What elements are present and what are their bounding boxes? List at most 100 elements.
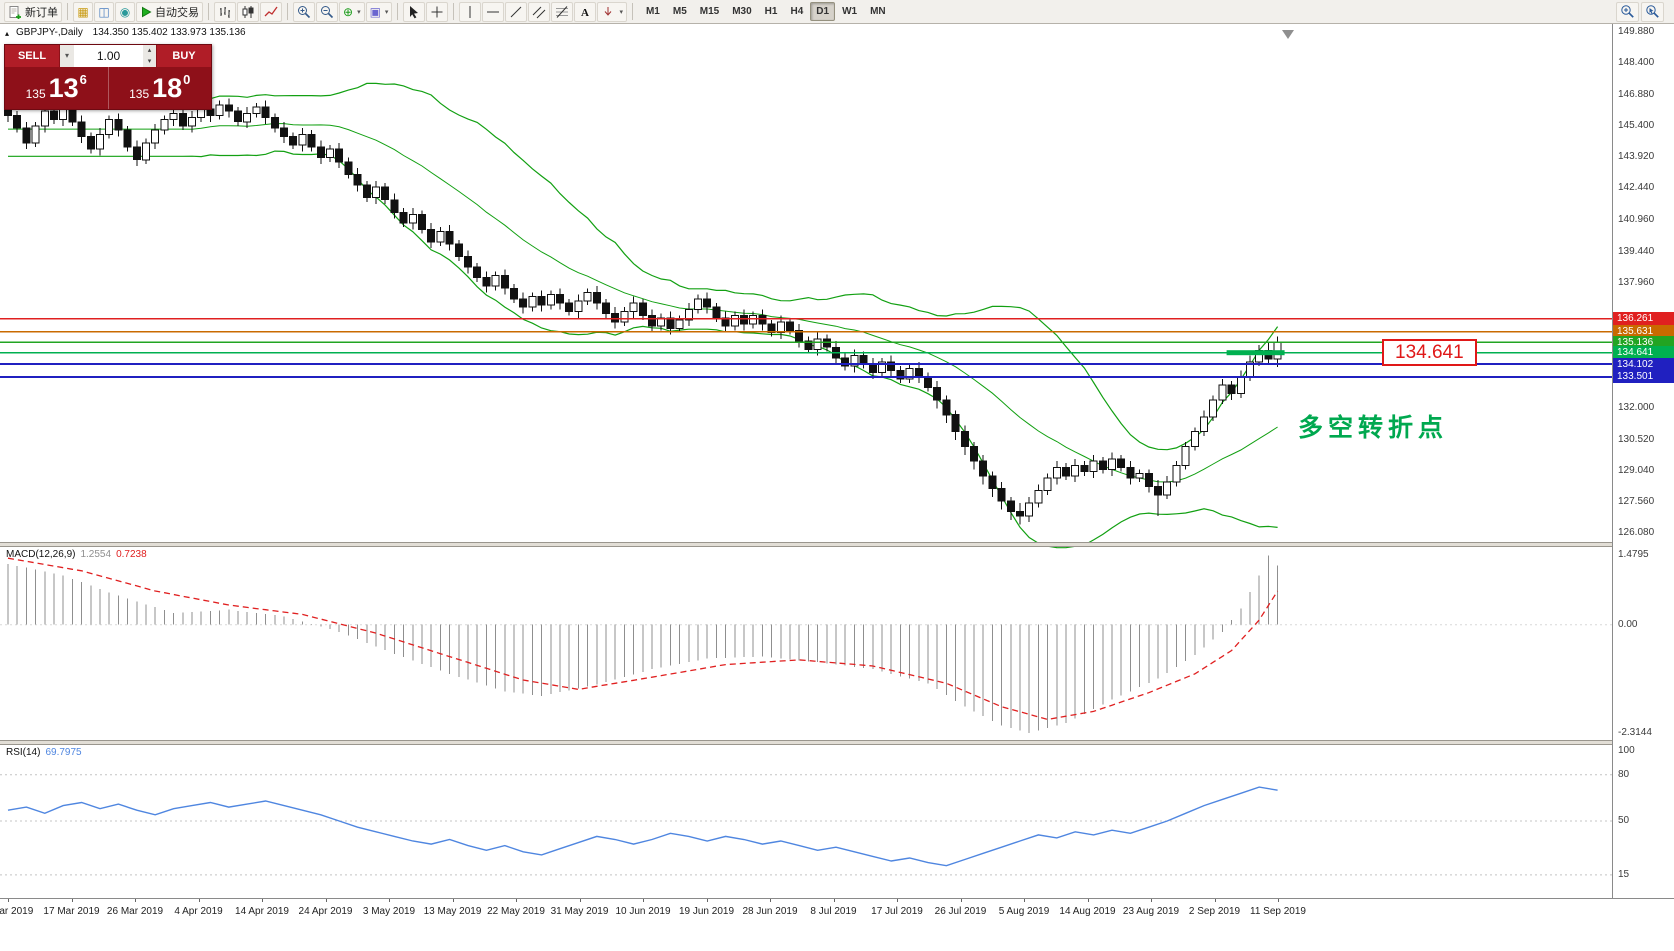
price-axis-label: 130.520 <box>1618 433 1655 445</box>
autotrading-label: 自动交易 <box>155 6 199 19</box>
price-tag-135.631: 135.631 <box>1613 325 1674 339</box>
chevron-down-icon: ▾ <box>619 8 623 16</box>
price-axis-label: 143.920 <box>1618 151 1655 163</box>
buy-price-prefix: 135 <box>129 87 150 101</box>
text-tool-icon: A <box>581 7 589 19</box>
horizontal-line-tool-button[interactable] <box>482 1 505 22</box>
line-chart-button[interactable] <box>260 1 282 22</box>
date-axis-label: 26 Jul 2019 <box>934 906 987 917</box>
price-tag-136.261: 136.261 <box>1613 312 1674 326</box>
data-window-icon: ◉ <box>119 4 131 19</box>
price-axis-label: 146.880 <box>1618 88 1655 100</box>
panel-separator[interactable] <box>0 740 1674 745</box>
navigator-button[interactable]: ◫ <box>94 1 114 22</box>
macd-axis-label: 1.4795 <box>1618 549 1649 561</box>
date-tick <box>1214 899 1216 902</box>
channel-tool-button[interactable] <box>528 1 551 22</box>
price-tag-133.501: 133.501 <box>1613 370 1674 384</box>
bar-chart-button[interactable] <box>214 1 236 22</box>
cursor-button[interactable] <box>403 1 426 22</box>
templates-button[interactable]: ▣ ▾ <box>365 1 393 22</box>
zoom-in-icon <box>298 5 311 18</box>
indicators-button[interactable]: ⊕ ▾ <box>339 1 365 22</box>
chart-area[interactable] <box>0 24 1674 898</box>
timeframe-m15-button[interactable]: M15 <box>699 6 720 17</box>
price-axis-label: 142.440 <box>1618 182 1655 194</box>
zoom-in-button[interactable] <box>293 1 315 22</box>
volume-value[interactable]: 1.00 <box>96 49 121 63</box>
new-order-button[interactable]: 新订单 <box>4 1 62 22</box>
fibonacci-icon <box>556 5 569 18</box>
price-axis[interactable]: 149.880 148.400 146.880 145.400 143.920 142.4… <box>1612 24 1674 898</box>
zoom-out-button[interactable] <box>316 1 338 22</box>
toolbar-separator <box>453 3 455 20</box>
autotrading-play-icon <box>142 6 152 17</box>
crosshair-button[interactable] <box>426 1 449 22</box>
indicators-icon: ⊕ <box>343 4 354 19</box>
timeframe-d1-button[interactable]: D1 <box>810 2 836 21</box>
candlestick-chart-button[interactable] <box>237 1 259 22</box>
date-axis-label: 31 May 2019 <box>550 906 609 917</box>
line-chart-icon <box>264 6 278 16</box>
date-axis-label: 7 Mar 2019 <box>0 906 34 917</box>
volume-down-icon[interactable]: ▾ <box>147 58 152 65</box>
text-tool-button[interactable]: A <box>574 1 597 22</box>
autotrading-button[interactable]: 自动交易 <box>136 1 203 22</box>
date-tick <box>389 899 390 902</box>
volume-dropdown-arrow-icon[interactable]: ▾ <box>60 45 74 67</box>
timeframe-toolbar: M1 M5 M15 M30 H1 H4 D1 W1 MN <box>640 2 892 21</box>
date-axis-label: 19 Jun 2019 <box>678 906 735 917</box>
fibonacci-tool-button[interactable] <box>551 1 574 22</box>
magnifier-cursor-button[interactable] <box>1641 1 1664 22</box>
panel-separator[interactable] <box>0 542 1674 547</box>
volume-stepper[interactable]: ▾ 1.00 ▴ ▾ <box>59 45 157 67</box>
rsi-axis-label: 80 <box>1618 768 1630 780</box>
channel-icon <box>533 6 546 18</box>
date-tick <box>833 899 835 902</box>
volume-up-icon[interactable]: ▴ <box>147 47 152 54</box>
date-axis-label: 13 May 2019 <box>423 906 482 917</box>
timeframe-mn-button[interactable]: MN <box>870 6 886 17</box>
timeframe-w1-button[interactable]: W1 <box>842 6 858 17</box>
market-watch-button[interactable]: ▦ <box>73 1 93 22</box>
toolbar-separator <box>631 3 633 20</box>
date-axis-label: 10 Jun 2019 <box>615 906 671 917</box>
date-axis-label: 14 Aug 2019 <box>1059 906 1116 917</box>
buy-button[interactable]: BUY <box>157 45 211 67</box>
horizontal-line-icon <box>487 11 500 12</box>
date-tick <box>452 899 454 902</box>
templates-icon: ▣ <box>369 4 381 19</box>
trade-panel-collapse-icon[interactable]: ▴ <box>5 29 10 38</box>
price-axis-label: 126.080 <box>1618 527 1655 539</box>
date-axis-label: 3 May 2019 <box>362 906 416 917</box>
trendline-tool-button[interactable] <box>505 1 528 22</box>
macd-axis-label: 0.00 <box>1618 618 1638 630</box>
timeframe-m5-button[interactable]: M5 <box>672 6 687 17</box>
price-tag-135.136: 135.136 <box>1613 335 1674 349</box>
date-axis[interactable]: 7 Mar 2019 17 Mar 2019 26 Mar 2019 4 Apr 20… <box>0 898 1674 924</box>
price-tag-134.102: 134.102 <box>1613 357 1674 371</box>
vertical-line-icon <box>469 5 471 18</box>
toolbar-separator <box>208 3 209 20</box>
date-tick <box>643 899 644 902</box>
data-window-button[interactable]: ◉ <box>115 1 135 22</box>
timeframe-h4-button[interactable]: H4 <box>790 6 804 17</box>
magnifier-plus-button[interactable] <box>1616 1 1639 22</box>
timeframe-m1-button[interactable]: M1 <box>645 6 660 17</box>
sell-price-display[interactable]: 135 13 6 <box>5 67 108 109</box>
price-axis-label: 132.000 <box>1618 402 1655 414</box>
buy-price-display[interactable]: 135 18 0 <box>107 67 212 109</box>
timeframe-m30-button[interactable]: M30 <box>732 6 752 17</box>
crosshair-icon <box>431 6 443 17</box>
vertical-line-tool-button[interactable] <box>459 1 482 22</box>
zoom-out-icon <box>321 5 334 18</box>
timeframe-h1-button[interactable]: H1 <box>764 6 778 17</box>
sell-button[interactable]: SELL <box>5 45 59 67</box>
arrows-tool-button[interactable]: ▾ <box>597 1 627 22</box>
date-tick <box>1024 899 1025 902</box>
date-tick <box>8 899 9 902</box>
price-axis-label: 145.400 <box>1618 119 1655 131</box>
date-tick <box>1278 899 1279 902</box>
date-axis-label: 23 Aug 2019 <box>1122 906 1180 917</box>
date-axis-label: 14 Apr 2019 <box>235 906 289 917</box>
